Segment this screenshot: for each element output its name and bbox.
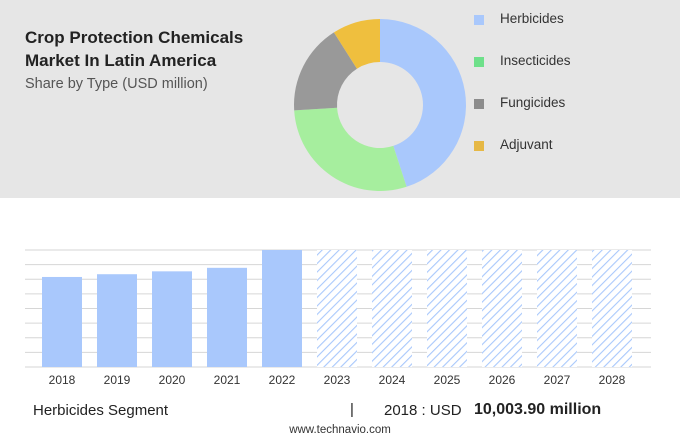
- x-tick-label: 2023: [324, 373, 351, 387]
- legend-swatch-insecticides: [474, 57, 484, 67]
- x-tick-label: 2026: [489, 373, 516, 387]
- x-tick-label: 2027: [544, 373, 571, 387]
- donut-chart: [294, 19, 466, 191]
- footer-divider: |: [350, 401, 354, 418]
- chart-subtitle: Share by Type (USD million): [25, 76, 208, 92]
- x-tick-label: 2028: [599, 373, 626, 387]
- bar-chart: 2018 2019 2020 2021 2022 2023 2024 2025 2026 2027…: [25, 249, 651, 387]
- legend-item-herbicides: Herbicides: [474, 10, 664, 30]
- forecast-bar-2026: [482, 250, 522, 367]
- legend-item-adjuvant: Adjuvant: [474, 136, 664, 156]
- website-link[interactable]: www.technavio.com: [289, 424, 391, 436]
- donut-slice-herbicides: [380, 19, 466, 187]
- x-tick-label: 2019: [104, 373, 131, 387]
- bar-2020: [152, 271, 192, 367]
- forecast-bar-2027: [537, 250, 577, 367]
- donut-slice-insecticides: [294, 107, 407, 191]
- chart-title: Crop Protection Chemicals Market In Lati…: [25, 28, 244, 70]
- footer-year-label: 2018 : USD: [384, 402, 462, 419]
- bar-2018: [42, 276, 82, 367]
- x-tick-label: 2022: [269, 373, 296, 387]
- legend-label: Insecticides: [500, 53, 571, 68]
- legend-item-insecticides: Insecticides: [474, 52, 664, 72]
- donut-slice-adjuvant: [333, 19, 380, 69]
- footer-value: 10,003.90 million: [474, 401, 602, 418]
- footer: Herbicides Segment | 2018 : USD 10,003.9…: [0, 400, 680, 424]
- bar-2022: [262, 250, 302, 367]
- bar-2019: [97, 274, 137, 367]
- x-tick-label: 2021: [214, 373, 241, 387]
- forecast-bar-2025: [427, 250, 467, 367]
- x-tick-label: 2020: [159, 373, 186, 387]
- legend-label: Herbicides: [500, 11, 564, 26]
- legend-label: Adjuvant: [500, 137, 553, 152]
- x-tick-label: 2018: [49, 373, 76, 387]
- x-tick-label: 2024: [379, 373, 406, 387]
- legend-label: Fungicides: [500, 95, 566, 110]
- x-tick-label: 2025: [434, 373, 461, 387]
- legend-swatch-adjuvant: [474, 141, 484, 151]
- segment-label: Herbicides Segment: [33, 402, 169, 419]
- legend-swatch-herbicides: [474, 15, 484, 25]
- donut-slice-fungicides: [294, 32, 357, 111]
- bar-2021: [207, 267, 247, 367]
- legend-swatch-fungicides: [474, 99, 484, 109]
- legend-item-fungicides: Fungicides: [474, 94, 664, 114]
- forecast-bar-2028: [592, 250, 632, 367]
- forecast-bar-2023: [317, 250, 357, 367]
- forecast-bar-2024: [372, 250, 412, 367]
